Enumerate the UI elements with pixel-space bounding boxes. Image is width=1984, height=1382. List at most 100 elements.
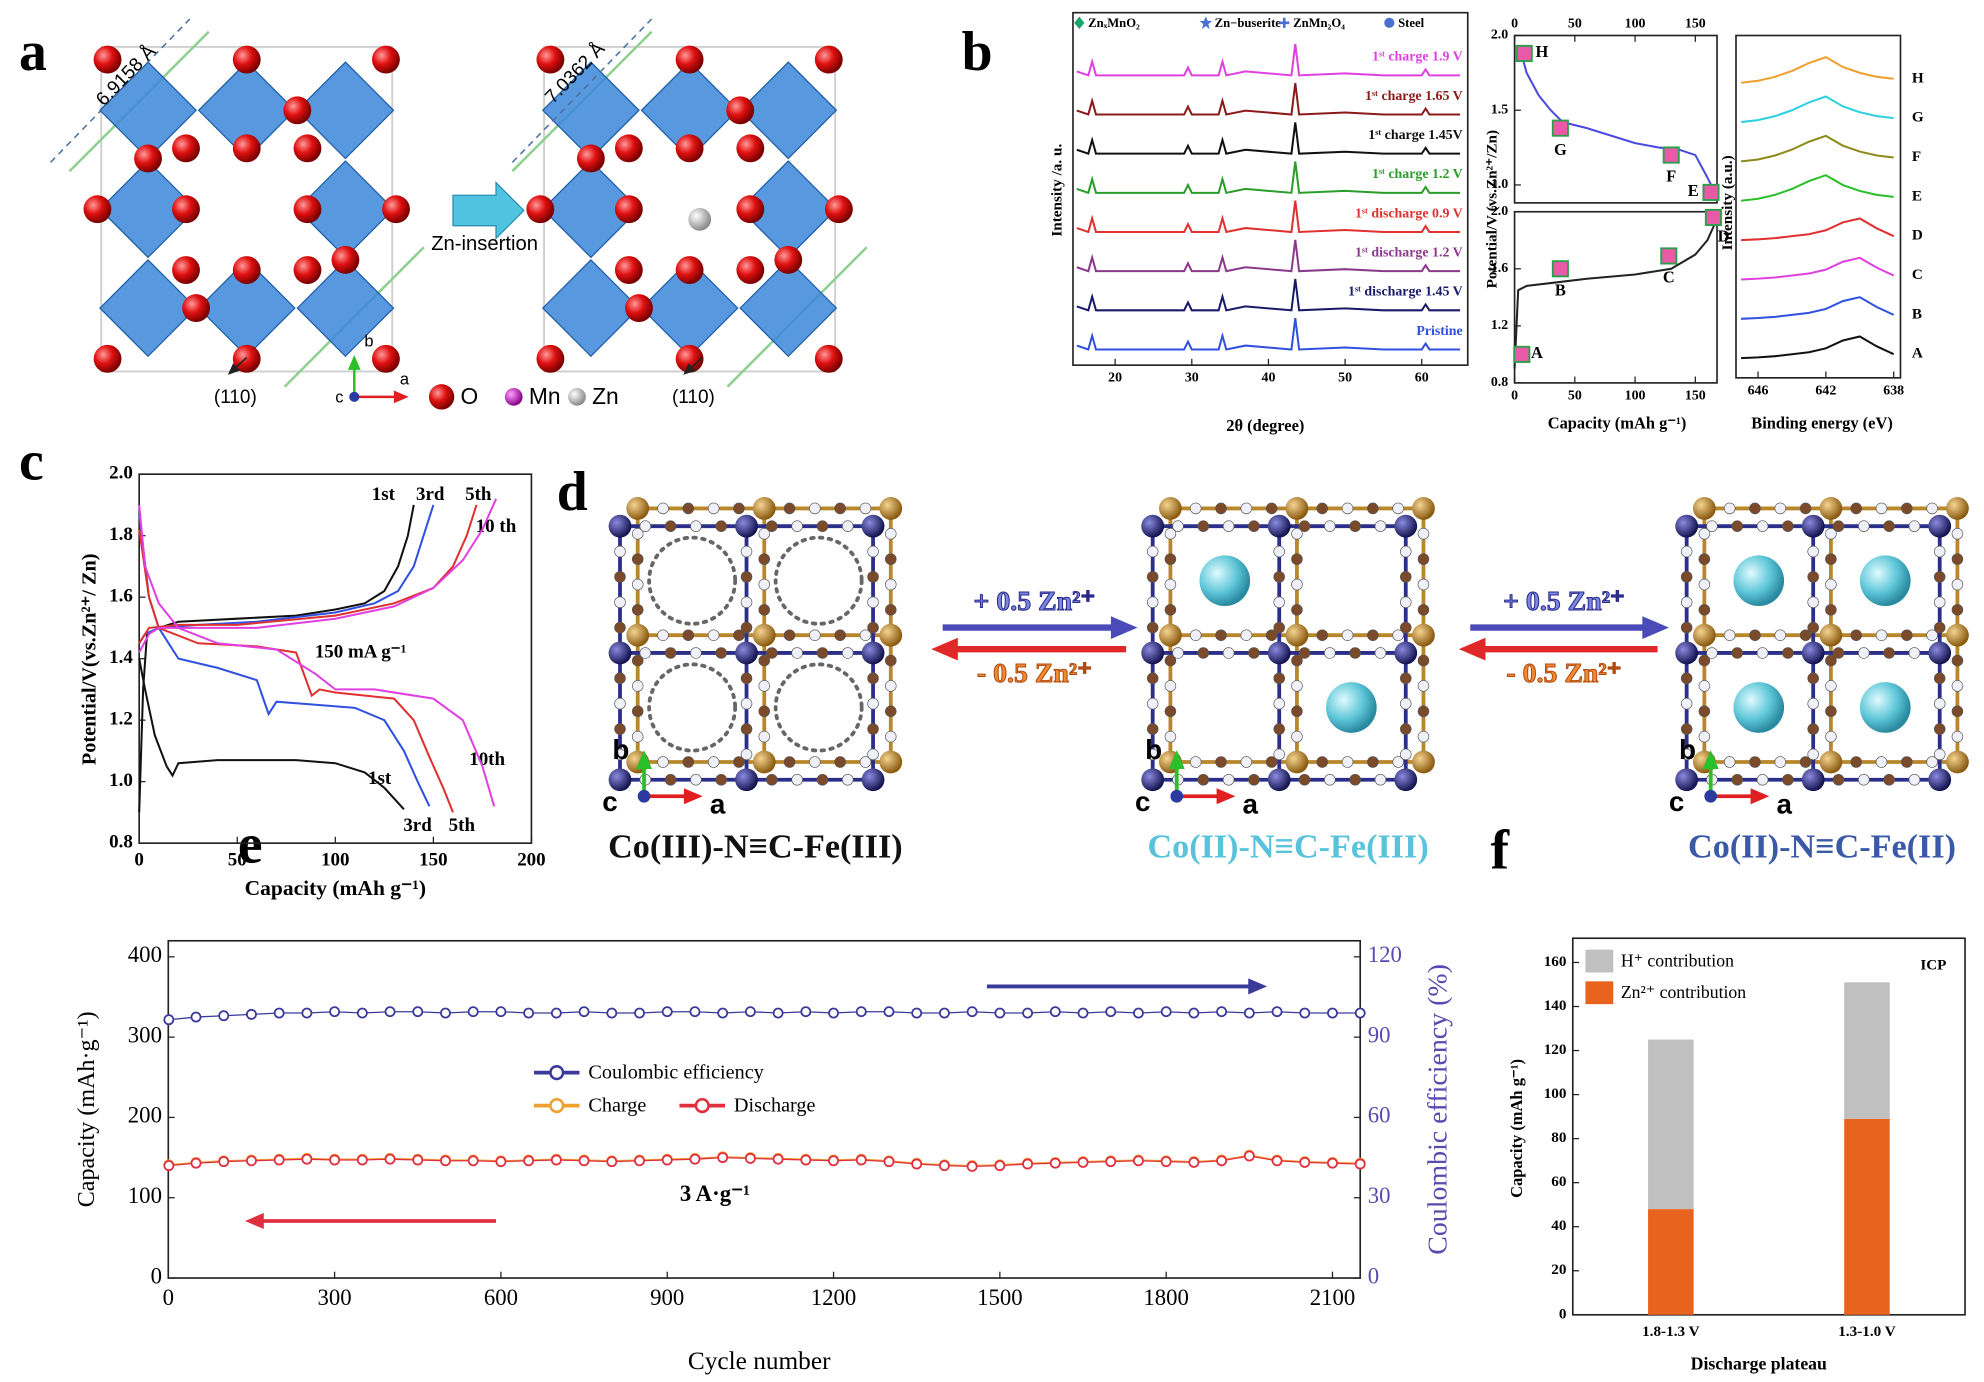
plot-frame [167,939,1362,1279]
cyanide-atom [841,773,854,786]
cyanide-atom [1417,578,1430,591]
cyanide-atom [1164,604,1177,616]
cyanide-atom [758,604,771,616]
cyanide-atom [841,520,854,532]
metal-atom [752,623,776,647]
plot-frame [1513,34,1718,204]
bar-segment [1844,1118,1890,1315]
data-point [1271,1155,1283,1167]
zinc-ion [1733,555,1785,607]
y-tick-label: 1.6 [1491,261,1508,276]
cyanide-atom [1248,520,1260,532]
cyanide-atom [1273,748,1285,761]
metal-atom [608,514,632,538]
oxygen-atom [372,344,400,373]
cyanide-atom [1172,520,1184,532]
data-point [938,1160,950,1172]
cyanide-atom [841,647,854,659]
legend-marker [694,1097,710,1114]
reaction-arrow-head [1458,637,1486,661]
cyanide-atom [1273,545,1285,558]
axis-label: c [1135,786,1150,817]
series-line [1076,43,1461,77]
cyanide-atom [1933,723,1946,735]
data-point [467,1155,479,1167]
cyanide-atom [664,647,677,659]
x-tick-label: 150 [1685,16,1706,31]
data-point [1077,1156,1089,1168]
cyanide-atom [816,773,829,786]
cyanide-atom [1146,545,1159,558]
cyanide-atom [1349,773,1361,786]
metal-atom [1285,497,1309,520]
oxygen-atom [736,256,765,285]
y-tick-label: 400 [128,942,162,967]
cyanide-atom [1875,756,1888,768]
cyanide-atom [1417,654,1430,667]
oxygen-atom [614,134,643,163]
data-point [440,1155,451,1167]
x-tick-label: 2100 [1310,1285,1356,1310]
cyanide-atom [1291,604,1303,616]
y-tick-label: 1.0 [109,770,133,791]
metal-atom [879,497,903,520]
data-point [1299,1007,1311,1019]
data-point [578,1155,590,1167]
data-point [717,1152,729,1164]
cyanide-atom [1756,773,1769,786]
cyanide-atom [859,756,872,768]
cyanide-atom [1146,697,1159,710]
cyanide-atom [1832,773,1845,786]
cyanide-atom [1240,629,1253,641]
cyanide-atom [707,629,720,641]
state-label: F [1666,167,1676,186]
x-axis-label: Cycle number [688,1347,831,1375]
cyanide-atom [1698,528,1711,540]
cyanide-atom [1731,773,1744,786]
data-point [1216,1006,1228,1018]
state-label: C [1663,268,1675,287]
metal-atom [879,750,903,774]
cyanide-atom [1756,647,1769,659]
x-tick-label: 600 [484,1285,518,1310]
cyanide-atom [1291,705,1303,718]
cyanide-atom [1374,647,1387,659]
bar-segment [1648,1209,1694,1315]
oxygen-atom [172,256,200,285]
cyanide-atom [1933,621,1946,634]
cyanide-atom [1749,629,1761,641]
data-point [911,1158,923,1170]
series-label: H [1912,69,1924,86]
y2-tick-label: 60 [1368,1103,1391,1128]
cyanide-atom [1698,654,1711,667]
cyanide-atom [1399,621,1412,634]
axis-label: c [335,388,343,406]
cyanide-atom [1273,571,1285,583]
cyanide-atom [1316,756,1329,768]
cyanide-atom [766,520,778,532]
cyanide-atom [690,647,702,659]
cyanide-atom [614,723,626,735]
cyanide-atom [1698,578,1711,591]
oxygen-atom [814,344,843,373]
series-label: 1ˢᵗ charge 1.9 V [1372,50,1463,65]
cyanide-atom [631,604,644,616]
state-point [1513,345,1531,363]
metal-atom [1675,514,1699,538]
cyanide-atom [1273,672,1285,685]
mno6-octahedron [296,61,395,160]
metal-atom [1412,497,1435,520]
cyanide-atom [1215,756,1227,768]
cyanide-atom [1399,571,1412,583]
data-point [550,1154,562,1166]
reaction-label: + 0.5 Zn²⁺ [1503,586,1625,617]
oxygen-atom [526,195,555,224]
y2-tick-label: 90 [1368,1022,1391,1047]
series-line [1076,318,1461,351]
axis-arrow-head [1702,750,1719,769]
cyanide-atom [631,730,644,743]
oxygen-atom [726,96,755,125]
metal-atom [1928,514,1952,538]
plane-label: (110) [672,387,715,408]
x-tick-label: 642 [1815,383,1836,398]
